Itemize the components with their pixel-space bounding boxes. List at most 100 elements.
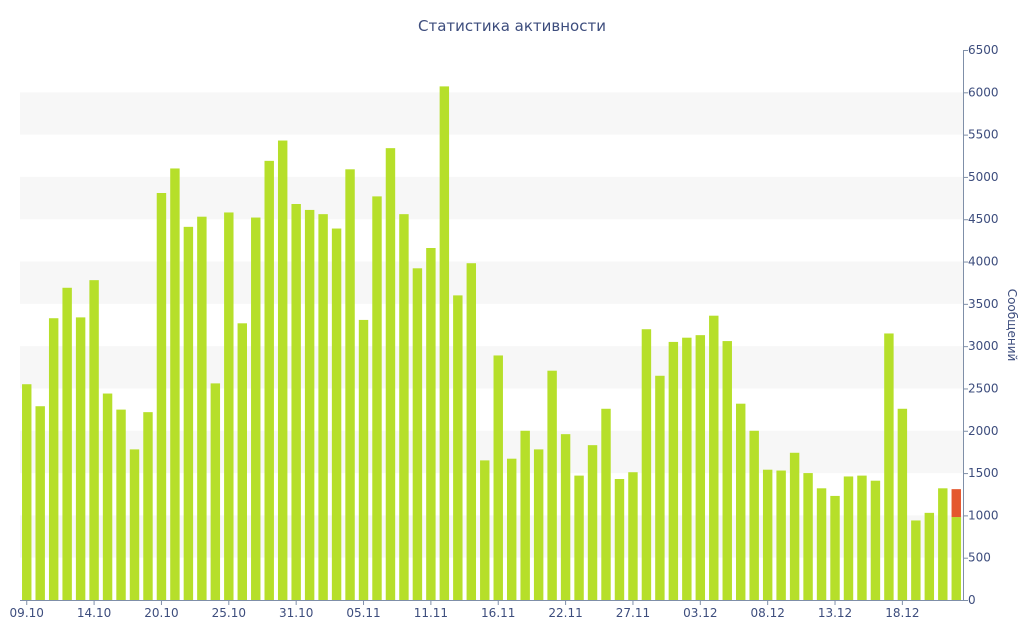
bar: [951, 517, 961, 600]
y-tick-label: 1500: [968, 466, 999, 480]
bar: [345, 169, 355, 601]
y-axis: 0 500 1000 1500 2000 2500 3000 3500 4000 4500 5000…: [963, 43, 999, 607]
x-tick-label: 11.11: [414, 606, 448, 620]
bar: [709, 315, 719, 600]
y-tick-label: 2000: [968, 424, 999, 438]
bar: [277, 140, 288, 601]
chart-title: Статистика активности: [418, 17, 606, 35]
bar: [870, 480, 881, 600]
bar: [533, 449, 544, 600]
bar: [75, 317, 86, 600]
bar: [412, 268, 423, 600]
bar: [803, 473, 813, 600]
bar: [682, 337, 692, 600]
bar: [938, 488, 948, 600]
y-tick-label: 1000: [968, 508, 999, 522]
x-tick-label: 22.11: [548, 606, 582, 620]
bar: [291, 204, 301, 600]
y-tick-label: 3000: [968, 339, 999, 353]
bar: [48, 318, 59, 600]
bar: [857, 475, 867, 600]
y-tick-label: 4500: [968, 212, 999, 226]
y-tick-label: 500: [968, 551, 991, 565]
x-tick-label: 31.10: [279, 606, 313, 620]
x-tick-label: 13.12: [818, 606, 852, 620]
bar: [722, 341, 732, 600]
grid-band: [20, 92, 963, 135]
bar: [587, 445, 598, 600]
bar: [466, 263, 477, 600]
bar: [749, 430, 759, 600]
bar: [210, 383, 221, 600]
bar: [426, 248, 436, 600]
bar: [264, 160, 274, 600]
y-tick-label: 5500: [968, 128, 999, 142]
bar: [628, 472, 638, 600]
bar: [331, 228, 342, 601]
bar: [884, 333, 894, 600]
bar: [789, 452, 800, 600]
bar: [35, 406, 45, 600]
bars-group: [22, 86, 961, 601]
bar: [911, 520, 921, 600]
bar: [816, 488, 827, 600]
bar: [372, 196, 382, 600]
x-tick-label: 27.11: [616, 606, 650, 620]
bar: [358, 319, 369, 600]
bar: [695, 335, 706, 600]
x-tick-label: 16.11: [481, 606, 515, 620]
y-tick-label: 0: [968, 593, 976, 607]
bar: [493, 355, 503, 600]
bar: [224, 212, 234, 600]
y-axis-label: Сообщений: [1005, 289, 1019, 362]
bar: [506, 458, 517, 600]
y-tick-label: 3500: [968, 297, 999, 311]
bar: [22, 384, 32, 600]
bar: [560, 434, 571, 600]
bar: [102, 393, 113, 600]
bar: [183, 226, 194, 600]
bar: [143, 412, 153, 600]
bar: [480, 460, 490, 600]
bar: [655, 375, 665, 600]
bar: [614, 479, 625, 600]
x-tick-label: 14.10: [77, 606, 111, 620]
bar: [156, 193, 167, 600]
bar: [89, 280, 99, 600]
bar: [736, 403, 746, 600]
y-tick-label: 5000: [968, 170, 999, 184]
bar: [385, 148, 396, 600]
bar-highlight: [951, 489, 961, 518]
x-tick-label: 18.12: [885, 606, 919, 620]
bar: [237, 323, 247, 600]
x-tick-label: 03.12: [683, 606, 717, 620]
bar: [776, 470, 786, 600]
bar: [762, 469, 773, 600]
bar: [924, 512, 935, 600]
bar: [197, 216, 207, 600]
x-tick-label: 25.10: [212, 606, 246, 620]
bar: [843, 476, 854, 600]
bar: [641, 329, 652, 600]
y-tick-label: 4000: [968, 255, 999, 269]
bar: [897, 408, 908, 600]
bar: [439, 86, 450, 600]
bar: [601, 408, 611, 600]
x-tick-label: 20.10: [144, 606, 178, 620]
bar: [62, 287, 72, 600]
bar: [520, 430, 530, 600]
bar: [318, 214, 328, 600]
y-tick-label: 6000: [968, 85, 999, 99]
bar: [251, 217, 261, 601]
x-tick-label: 08.12: [750, 606, 784, 620]
x-axis: 09.10 14.10 20.10 25.10 31.10 05.11 11.11 16.11…: [10, 600, 963, 620]
bar: [170, 168, 180, 600]
bar: [129, 449, 140, 600]
bar: [547, 370, 557, 600]
bar: [574, 475, 584, 600]
bar: [304, 209, 315, 600]
bar: [453, 295, 463, 600]
x-tick-label: 05.11: [346, 606, 380, 620]
